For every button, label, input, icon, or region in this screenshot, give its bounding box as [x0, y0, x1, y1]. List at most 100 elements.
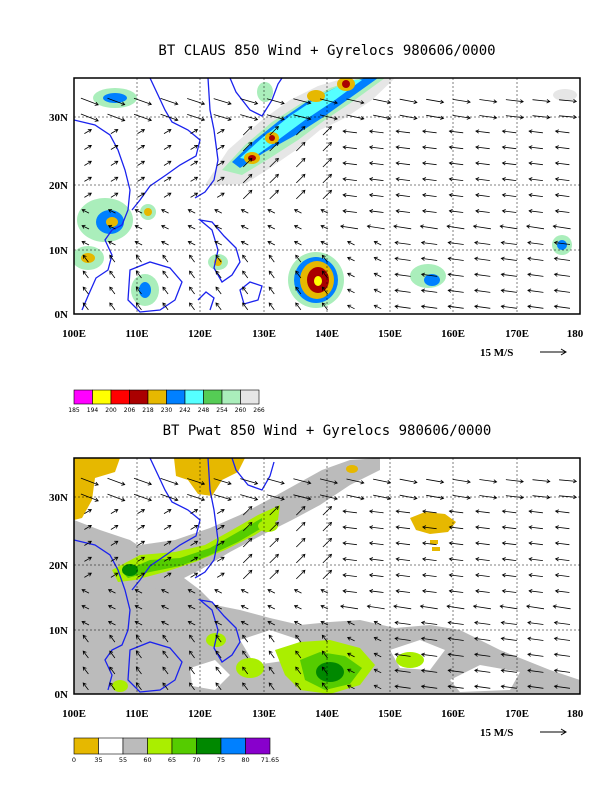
wind-arrow — [426, 114, 445, 120]
colorbar1-swatch-7 — [203, 389, 223, 405]
wind-arrow — [295, 302, 302, 311]
wind-arrow — [500, 620, 517, 625]
wind-arrow — [160, 493, 179, 502]
wind-arrow — [394, 288, 411, 293]
wind-arrow — [82, 302, 89, 311]
wind-arrow — [242, 553, 253, 564]
pwat-grey-tropics — [74, 520, 580, 694]
wind-arrow — [267, 620, 276, 626]
wind-arrow — [393, 224, 412, 230]
wind-arrow — [162, 286, 169, 295]
colorbar2-label-7: 80 — [241, 756, 249, 764]
wind-arrow — [528, 129, 543, 134]
wind-arrow — [190, 160, 199, 166]
wind-arrow — [215, 254, 222, 263]
panel2-vector-reference: 15 M/S — [480, 727, 567, 739]
wind-arrow — [475, 589, 490, 594]
wind-arrow — [528, 209, 543, 214]
wind-arrow — [340, 224, 359, 230]
wind-arrow — [296, 553, 306, 564]
wind-arrow — [394, 668, 411, 673]
wind-arrow — [215, 682, 222, 691]
wind-arrow — [266, 98, 285, 105]
wind-arrow — [296, 173, 306, 184]
wind-arrow — [528, 509, 543, 514]
colorbar1-label-1: 194 — [87, 407, 99, 414]
wind-arrow — [346, 98, 365, 105]
colorbar2-label-5: 70 — [192, 756, 200, 764]
wind-arrow — [214, 589, 222, 594]
wind-arrow — [420, 240, 438, 245]
wind-arrow — [80, 97, 99, 106]
wind-arrow — [447, 240, 464, 245]
wind-arrow — [475, 541, 490, 546]
wind-arrow — [189, 634, 195, 643]
wind-arrow — [266, 478, 285, 485]
wind-arrow — [532, 115, 551, 120]
colorbar2-label-8: 71.65 — [261, 756, 280, 764]
wind-arrow — [501, 161, 517, 166]
wind-arrow — [216, 509, 225, 514]
wind-arrow — [448, 525, 464, 530]
colorbar1-swatch-8 — [221, 389, 241, 405]
wind-arrow — [500, 304, 517, 309]
wind-arrow — [474, 272, 491, 277]
wind-arrow — [342, 177, 357, 182]
wind-arrow — [242, 125, 253, 136]
wind-arrow — [342, 145, 357, 150]
wind-arrow — [160, 224, 169, 230]
p2-xtick-160e: 160E — [441, 708, 465, 720]
wind-arrow — [394, 636, 411, 641]
wind-arrow — [420, 304, 438, 309]
pwat-dry-east-small-1 — [430, 540, 438, 544]
wind-arrow — [84, 160, 92, 166]
wind-arrow — [214, 224, 222, 230]
wind-arrow — [559, 478, 578, 484]
wind-arrow — [368, 589, 384, 594]
cloud-top-center — [257, 82, 273, 102]
p1-xtick-140e: 140E — [315, 328, 339, 340]
wind-arrow — [554, 541, 570, 546]
wind-arrow — [190, 525, 199, 530]
wind-arrow — [163, 192, 172, 198]
wind-arrow — [368, 541, 384, 546]
panel2-wind-vectors — [80, 477, 578, 691]
wind-arrow — [293, 114, 312, 121]
wind-arrow — [84, 176, 92, 182]
wind-arrow — [505, 115, 524, 120]
wind-arrow — [187, 620, 196, 626]
wind-arrow — [240, 98, 259, 105]
wind-arrow — [81, 604, 90, 610]
wind-arrow — [216, 540, 225, 546]
wind-arrow — [500, 668, 517, 673]
wind-arrow — [133, 113, 153, 122]
wind-arrow — [475, 525, 490, 530]
wind-arrow — [373, 304, 382, 310]
wind-arrow — [320, 620, 329, 626]
wind-arrow — [321, 650, 328, 659]
wind-arrow — [554, 509, 570, 514]
wind-arrow — [552, 224, 571, 230]
wind-arrow — [422, 509, 437, 514]
wind-arrow — [475, 193, 490, 198]
wind-arrow — [110, 160, 119, 166]
wind-arrow — [420, 288, 438, 293]
p1-xtick-160e: 160E — [441, 328, 465, 340]
p1-xtick-130e: 130E — [252, 328, 276, 340]
wind-arrow — [190, 176, 199, 182]
wind-arrow — [242, 270, 249, 279]
wind-arrow — [322, 537, 333, 548]
wind-arrow — [137, 160, 146, 166]
wind-arrow — [553, 288, 571, 293]
colorbar2-label-3: 60 — [143, 756, 151, 764]
p2-xtick-110e: 110E — [125, 708, 148, 720]
wind-arrow — [240, 224, 249, 230]
wind-arrow — [137, 572, 146, 578]
panel2-x-axis: 100E 110E 120E 130E 140E 150E 160E 170E … — [62, 708, 584, 720]
wind-arrow — [296, 141, 306, 152]
wind-arrow — [137, 525, 146, 530]
panel2-coastlines — [74, 458, 275, 693]
cloud-east-blue — [424, 274, 440, 286]
wind-arrow — [475, 161, 490, 166]
pwat-darkgreen-spot — [122, 564, 138, 576]
